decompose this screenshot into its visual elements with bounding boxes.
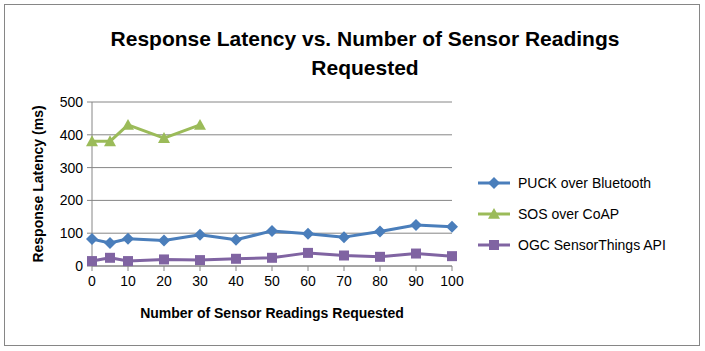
data-point (410, 219, 422, 231)
grid-line (92, 134, 452, 135)
x-tick (164, 266, 165, 271)
y-tick-label: 500 (60, 94, 84, 110)
plot-area (86, 119, 458, 266)
x-tick-label: 30 (192, 273, 208, 289)
x-tick (272, 266, 273, 271)
x-tick-label: 40 (228, 273, 244, 289)
data-point (266, 225, 278, 237)
x-tick (128, 266, 129, 271)
data-point (86, 233, 98, 245)
legend-marker (488, 208, 500, 219)
y-tick-label: 300 (60, 160, 84, 176)
title-line: Requested (311, 56, 418, 79)
x-tick (380, 266, 381, 271)
legend-marker (489, 240, 499, 250)
x-tick (344, 266, 345, 271)
y-tick-label: 100 (60, 225, 84, 241)
title-line: Response Latency vs. Number of Sensor Re… (111, 27, 620, 50)
x-tick-label: 0 (88, 273, 96, 289)
data-point (302, 228, 314, 240)
data-point (375, 252, 385, 262)
data-point (231, 254, 241, 264)
data-point (195, 255, 205, 265)
data-point (374, 226, 386, 238)
grid-line (92, 167, 452, 168)
x-tick-label: 90 (408, 273, 424, 289)
data-point (339, 251, 349, 261)
y-tick-label: 0 (75, 258, 83, 274)
x-tick (92, 266, 93, 271)
data-point (446, 221, 458, 233)
data-point (411, 249, 421, 259)
y-tick (87, 167, 92, 168)
x-tick (200, 266, 201, 271)
data-point (447, 251, 457, 261)
data-point (158, 132, 170, 143)
chart-border (5, 5, 700, 346)
data-point (87, 256, 97, 266)
series-line (92, 225, 452, 243)
data-point (159, 254, 169, 264)
data-point (86, 135, 98, 146)
x-tick (416, 266, 417, 271)
data-point (267, 253, 277, 263)
data-point (104, 237, 116, 249)
data-point (303, 248, 313, 258)
data-point (338, 231, 350, 243)
y-tick (87, 233, 92, 234)
y-axis-label: Response Latency (ms) (30, 105, 46, 262)
legend-label: OGC SensorThings API (518, 237, 666, 253)
data-point (158, 234, 170, 246)
data-point (230, 234, 242, 246)
data-point (105, 253, 115, 263)
title: Response Latency vs. Number of Sensor Re… (111, 27, 620, 79)
data-point (123, 256, 133, 266)
data-point (104, 135, 116, 146)
grid-line (92, 200, 452, 201)
y-tick-label: 400 (60, 127, 84, 143)
legend-marker (488, 177, 500, 189)
x-tick-label: 20 (156, 273, 172, 289)
data-point (194, 229, 206, 241)
x-tick-label: 50 (264, 273, 280, 289)
data-point (194, 119, 206, 130)
chart: Response Latency vs. Number of Sensor Re… (0, 0, 705, 351)
legend-label: PUCK over Bluetooth (518, 175, 651, 191)
legend-label: SOS over CoAP (518, 206, 619, 222)
x-axis-label: Number of Sensor Readings Requested (140, 305, 404, 321)
y-tick-label: 200 (60, 192, 84, 208)
x-tick-label: 80 (372, 273, 388, 289)
x-tick-label: 100 (440, 273, 464, 289)
grid-line (92, 102, 452, 103)
data-point (122, 233, 134, 245)
x-tick (308, 266, 309, 271)
y-tick (87, 200, 92, 201)
y-tick (87, 102, 92, 103)
y-tick (87, 134, 92, 135)
data-point (122, 119, 134, 130)
x-tick-label: 10 (120, 273, 136, 289)
x-tick (452, 266, 453, 271)
x-tick-label: 70 (336, 273, 352, 289)
x-tick (236, 266, 237, 271)
x-tick-label: 60 (300, 273, 316, 289)
